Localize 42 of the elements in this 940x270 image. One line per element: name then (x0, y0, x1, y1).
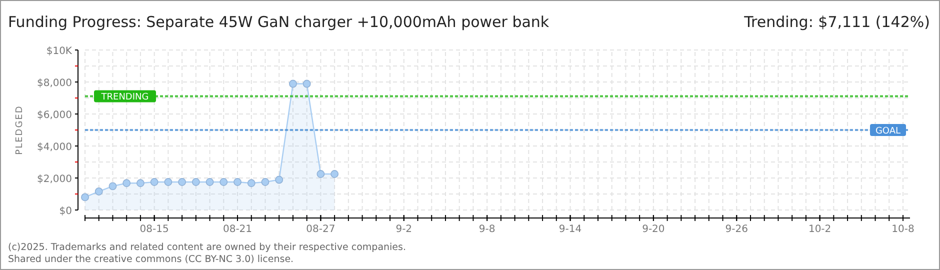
x-tick-label: 9-14 (558, 224, 582, 235)
point (247, 179, 256, 188)
text: Shared under the creative commons (CC BY-NC 3.0) license. (8, 254, 294, 265)
x-tick-label: 10-2 (808, 224, 832, 235)
point (261, 178, 270, 186)
x-tick-label: 10-8 (892, 224, 914, 235)
chart-subtitle: Trending: $7,111 (142%) (743, 13, 930, 31)
point (122, 179, 131, 188)
point (302, 80, 311, 88)
point (94, 187, 103, 196)
point (164, 178, 172, 186)
text: (c)2025. Trademarks and related content are owned by their respective companies. (8, 242, 406, 253)
y-axis-title: PLEDGED (15, 105, 25, 155)
x-tick-label: 9-8 (478, 224, 496, 235)
x-tick-label: 08-21 (222, 224, 252, 235)
y-tick-label: $8,000 (37, 78, 72, 89)
x-tick-label: 9-2 (396, 224, 412, 235)
point (289, 80, 297, 88)
point (330, 170, 339, 178)
x-tick-label: 08-27 (306, 224, 336, 235)
point (150, 178, 158, 186)
point (316, 170, 325, 178)
point (220, 178, 228, 186)
point (275, 176, 284, 184)
ref-line-label: TRENDING (100, 92, 149, 103)
x-tick-label: 08-15 (140, 224, 169, 235)
point (108, 182, 117, 190)
chart-title: Funding Progress: Separate 45W GaN charger +10,000mAh power bank (8, 13, 550, 31)
x-tick-label: 9-20 (642, 224, 665, 235)
y-tick-label: $6,000 (37, 110, 72, 121)
point (136, 179, 144, 188)
x-tick-label: 9-26 (725, 224, 748, 235)
point (234, 178, 242, 186)
ref-line-label: GOAL (875, 126, 901, 136)
y-tick-label: $4,000 (37, 142, 72, 153)
point (192, 178, 200, 186)
y-tick-label: $2,000 (37, 174, 72, 185)
point (206, 178, 214, 186)
point (81, 193, 89, 202)
point (178, 178, 186, 186)
y-tick-label: $0 (59, 206, 72, 217)
y-tick-label: $10K (46, 46, 72, 57)
